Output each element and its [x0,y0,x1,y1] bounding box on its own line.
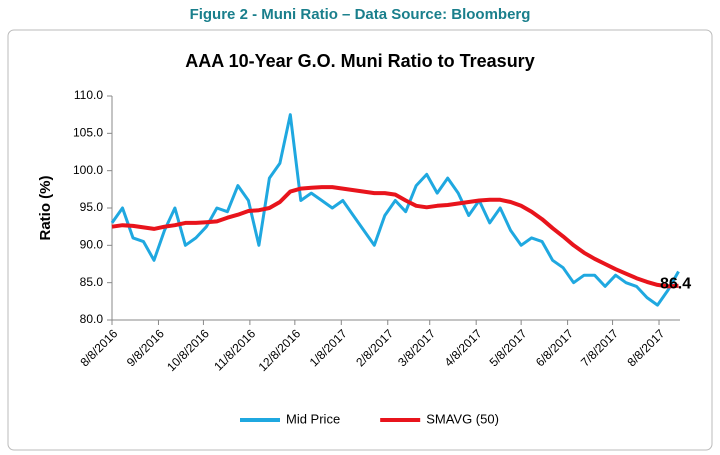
y-tick-label: 105.0 [73,126,103,140]
legend-label: Mid Price [286,411,340,426]
series-line [110,113,680,307]
y-tick-label: 85.0 [80,275,104,289]
y-tick-label: 90.0 [80,238,104,252]
chart-frame [7,29,713,451]
y-tick-label: 80.0 [80,312,104,326]
series-line [111,185,679,289]
legend-label: SMAVG (50) [426,411,499,426]
annotation: 86.4 [660,275,691,292]
y-tick-label: 95.0 [80,200,104,214]
chart-title: AAA 10-Year G.O. Muni Ratio to Treasury [185,51,534,71]
y-tick-label: 100.0 [73,163,103,177]
caption: Figure 2 - Muni Ratio – Data Source: Blo… [190,6,531,23]
y-axis-label: Ratio (%) [37,176,54,241]
y-tick-label: 110.0 [74,88,103,102]
